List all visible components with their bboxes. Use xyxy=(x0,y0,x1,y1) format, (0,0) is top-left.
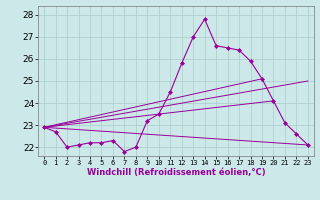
X-axis label: Windchill (Refroidissement éolien,°C): Windchill (Refroidissement éolien,°C) xyxy=(87,168,265,177)
